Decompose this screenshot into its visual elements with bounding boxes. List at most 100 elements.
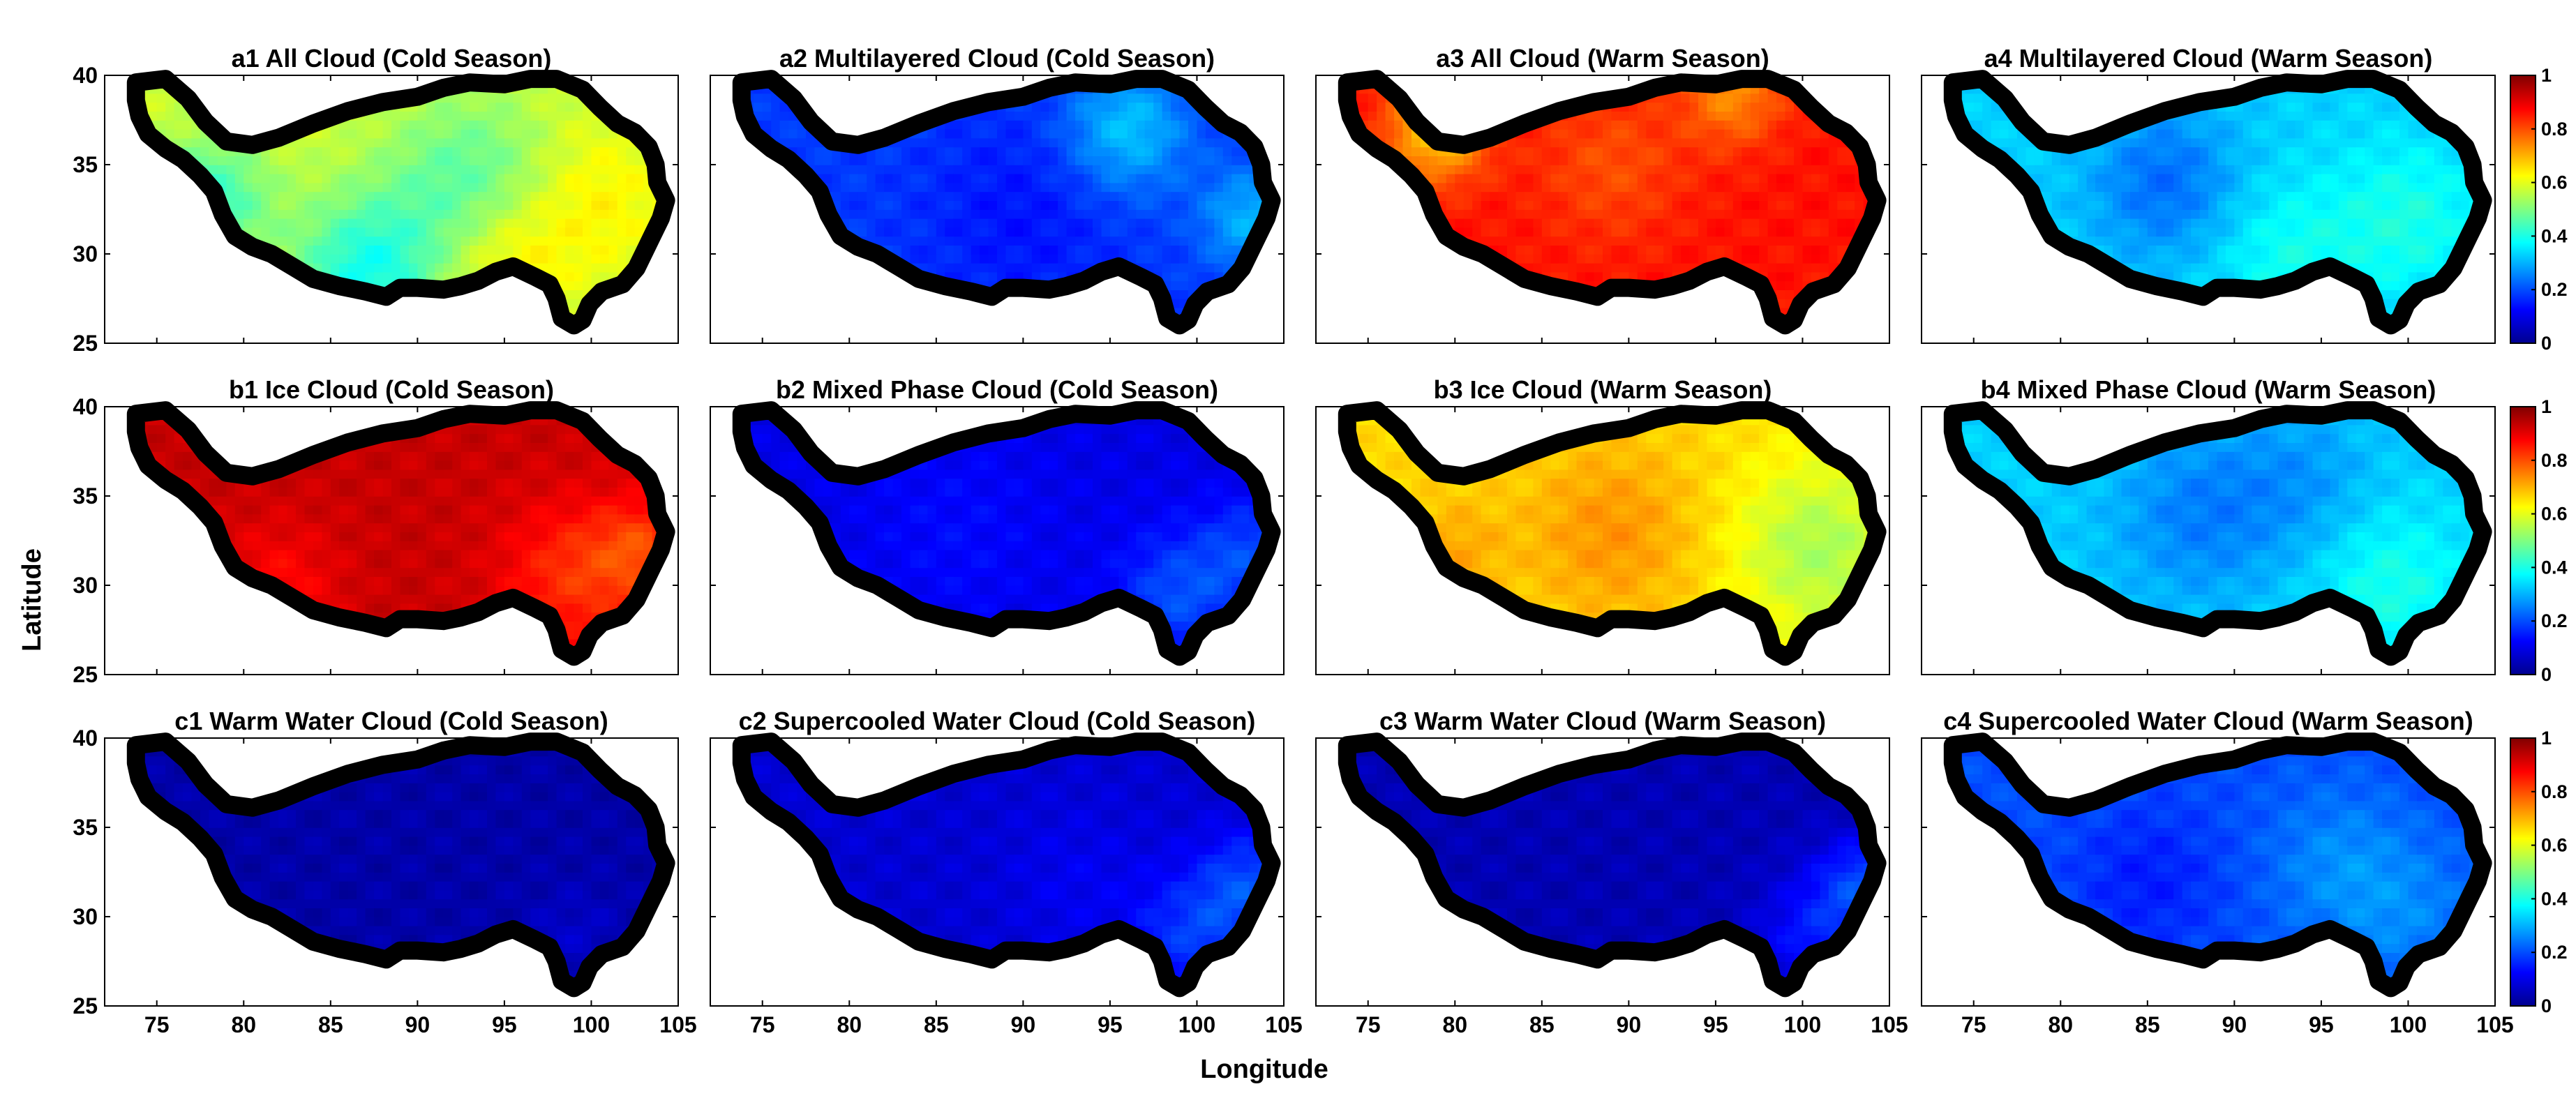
heatmap-cell: [460, 128, 470, 139]
heatmap-cell: [330, 236, 340, 246]
heatmap-cell: [1127, 102, 1137, 112]
heatmap-cell: [1455, 173, 1465, 183]
heatmap-cell: [1066, 137, 1076, 148]
heatmap-cell: [617, 182, 627, 193]
heatmap-cell: [1066, 200, 1076, 210]
heatmap-cell: [391, 165, 401, 174]
heatmap-cell: [330, 156, 340, 165]
heatmap-cell: [1049, 227, 1058, 237]
heatmap-cell: [1541, 245, 1552, 255]
heatmap-cell: [357, 209, 366, 219]
heatmap-cell: [1619, 120, 1630, 130]
heatmap-cell: [470, 209, 479, 219]
heatmap-cell: [287, 146, 297, 156]
heatmap-cell: [1066, 262, 1076, 273]
heatmap-cell: [1049, 111, 1058, 121]
heatmap-cell: [1628, 146, 1638, 156]
heatmap-cell: [1162, 156, 1171, 165]
heatmap-cell: [574, 209, 583, 219]
heatmap-cell: [357, 173, 366, 183]
heatmap-cell: [910, 173, 920, 183]
heatmap-cell: [1559, 182, 1568, 193]
heatmap-cell: [1171, 236, 1181, 246]
heatmap-cell: [927, 165, 937, 174]
heatmap-cell: [435, 227, 444, 237]
heatmap-cell: [901, 227, 911, 237]
heatmap-cell: [1672, 182, 1682, 193]
heatmap-cell: [391, 227, 401, 237]
heatmap-cell: [583, 128, 592, 139]
heatmap-cell: [1515, 254, 1525, 264]
heatmap-cell: [1672, 245, 1682, 255]
heatmap-cell: [788, 137, 798, 148]
heatmap-cell: [1179, 191, 1189, 201]
heatmap-cell: [391, 146, 401, 156]
heatmap-cell: [148, 111, 158, 121]
heatmap-cell: [1031, 182, 1042, 193]
heatmap-cell: [408, 200, 419, 210]
heatmap-cell: [478, 191, 488, 201]
heatmap-cell: [339, 165, 349, 174]
heatmap-cell: [599, 137, 610, 148]
heatmap-cell: [1205, 156, 1215, 165]
heatmap-cell: [1603, 120, 1612, 130]
heatmap-cell: [539, 111, 548, 121]
heatmap-cell: [1472, 182, 1482, 193]
heatmap-cell: [460, 200, 470, 210]
heatmap-cell: [426, 102, 436, 112]
heatmap-cell: [1093, 111, 1102, 121]
heatmap-cell: [478, 218, 488, 228]
heatmap-cell: [408, 254, 419, 264]
heatmap-cell: [1681, 93, 1691, 103]
heatmap-cell: [997, 254, 1007, 264]
heatmap-cell: [443, 218, 453, 228]
heatmap-cell: [980, 156, 989, 165]
heatmap-cell: [435, 262, 444, 273]
heatmap-cell: [521, 173, 532, 183]
heatmap-cell: [1515, 182, 1525, 193]
heatmap-cell: [1628, 182, 1638, 193]
heatmap-cell: [1197, 236, 1206, 246]
heatmap-cell: [460, 191, 470, 201]
heatmap-cell: [1144, 137, 1154, 148]
heatmap-cell: [608, 245, 618, 255]
heatmap-cell: [1197, 165, 1206, 174]
heatmap-cell: [400, 200, 410, 210]
heatmap-cell: [252, 191, 262, 201]
heatmap-cell: [901, 218, 911, 228]
heatmap-cell: [1603, 209, 1612, 219]
heatmap-cell: [997, 111, 1007, 121]
heatmap-cell: [548, 218, 557, 228]
heatmap-cell: [1040, 200, 1050, 210]
heatmap-cell: [1524, 227, 1534, 237]
heatmap-cell: [971, 209, 980, 219]
heatmap-cell: [200, 66, 209, 76]
heatmap-cell: [287, 236, 297, 246]
heatmap-cell: [408, 209, 419, 219]
heatmap-cell: [574, 290, 583, 299]
heatmap-cell: [1672, 120, 1682, 130]
heatmap-cell: [478, 236, 488, 246]
heatmap-cell: [1576, 218, 1586, 228]
heatmap-cell: [565, 156, 575, 165]
heatmap-cell: [1197, 191, 1206, 201]
heatmap-cell: [599, 165, 610, 174]
heatmap-cell: [1031, 111, 1042, 121]
heatmap-cell: [1066, 165, 1076, 174]
heatmap-cell: [806, 156, 816, 165]
heatmap-cell: [1049, 102, 1058, 112]
heatmap-cell: [426, 128, 436, 139]
heatmap-cell: [1093, 182, 1102, 193]
heatmap-cell: [322, 137, 331, 148]
heatmap-cell: [1153, 254, 1163, 264]
heatmap-cell: [1188, 200, 1198, 210]
heatmap-cell: [244, 191, 253, 201]
heatmap-cell: [591, 182, 601, 193]
heatmap-cell: [1576, 245, 1586, 255]
heatmap-cell: [1490, 236, 1499, 246]
heatmap-cell: [1188, 227, 1198, 237]
heatmap-cell: [1093, 173, 1102, 183]
heatmap-cell: [426, 146, 436, 156]
heatmap-cell: [1594, 146, 1603, 156]
